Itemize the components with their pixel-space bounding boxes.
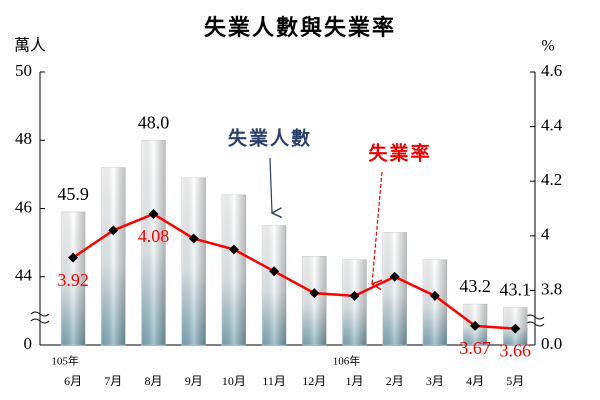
y2-unit: %	[541, 38, 554, 55]
line-marker	[510, 323, 521, 334]
bar-shade	[221, 194, 246, 345]
y2-tick-label: 4.2	[541, 170, 562, 189]
line-marker	[108, 225, 119, 236]
line-marker	[269, 266, 280, 277]
y-unit: 萬人	[14, 37, 46, 55]
y2-tick-label: 3.8	[541, 279, 562, 298]
bar-value-label: 43.2	[459, 276, 491, 296]
line-marker	[470, 320, 481, 331]
legend-bar: 失業人數	[228, 126, 312, 149]
x-tick-label: 4月	[466, 374, 484, 388]
bar-shade	[181, 177, 206, 345]
bar-shade	[342, 259, 367, 345]
axis-break	[525, 314, 545, 327]
legend-line: 失業率	[368, 141, 431, 164]
bar-value-label: 48.0	[138, 112, 170, 132]
x-tick-label: 1月	[345, 374, 363, 388]
x-year-label: 105年	[51, 354, 79, 368]
annotation-arrow	[372, 171, 383, 284]
annotation-arrow	[269, 157, 272, 213]
x-tick-label: 5月	[506, 374, 524, 388]
x-tick-label: 3月	[426, 374, 444, 388]
x-tick-label: 11月	[262, 374, 286, 388]
x-tick-label: 7月	[104, 374, 122, 388]
line	[72, 212, 516, 330]
line-marker	[429, 290, 440, 301]
y-tick-label: 46	[15, 197, 32, 216]
x-tick-label: 6月	[64, 374, 82, 388]
line-value-label: 3.67	[459, 338, 491, 358]
x-tick-label: 8月	[144, 374, 162, 388]
line-marker	[389, 271, 400, 282]
line-marker	[68, 252, 79, 263]
bar-shade	[262, 225, 287, 345]
y2-tick-label: 0.0	[541, 334, 562, 353]
bar-shade	[302, 256, 327, 345]
chart-title: 失業人數與失業率	[204, 15, 396, 40]
bar-shade	[382, 232, 407, 345]
bar-shade	[61, 211, 86, 345]
y2-tick-label: 4	[541, 225, 550, 244]
axis-break	[30, 311, 50, 324]
line-value-label: 4.08	[138, 226, 170, 246]
y2-tick-label: 4.4	[541, 116, 563, 135]
x-tick-label: 12月	[302, 374, 326, 388]
bar-shade	[101, 167, 126, 345]
y-tick-label: 0	[24, 334, 33, 353]
y-tick-label: 48	[15, 129, 32, 148]
line-value-label: 3.66	[500, 341, 532, 361]
line-marker	[349, 290, 360, 301]
line-marker	[228, 244, 239, 255]
bar-value-label: 45.9	[57, 184, 89, 204]
x-tick-label: 9月	[185, 374, 203, 388]
y2-tick-label: 4.6	[541, 61, 562, 80]
x-tick-label: 10月	[222, 374, 246, 388]
bar-shade	[141, 140, 166, 345]
line-marker	[309, 288, 320, 299]
line-value-label: 3.92	[57, 270, 89, 290]
line-marker	[148, 208, 159, 219]
bar-value-label: 43.1	[500, 280, 532, 300]
line-marker	[188, 233, 199, 244]
y-tick-label: 44	[15, 266, 33, 285]
y-tick-label: 50	[15, 61, 32, 80]
x-tick-label: 2月	[386, 374, 404, 388]
x-year-label: 106年	[333, 354, 361, 368]
